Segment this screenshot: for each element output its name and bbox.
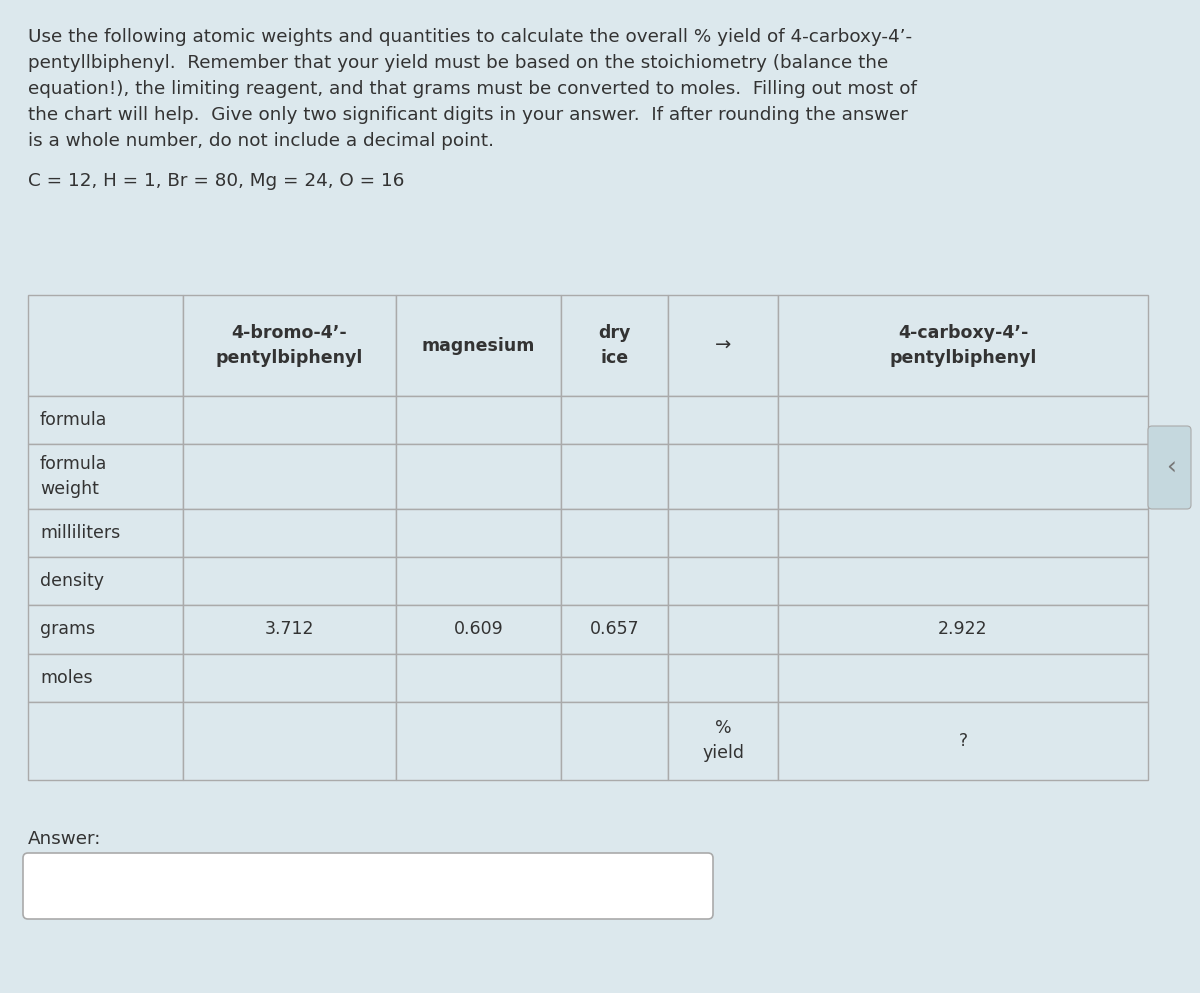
Bar xyxy=(560,295,668,396)
Text: magnesium: magnesium xyxy=(421,337,535,355)
Bar xyxy=(182,396,396,445)
Text: formula
weight: formula weight xyxy=(40,455,107,498)
Text: 0.657: 0.657 xyxy=(589,621,640,638)
Text: the chart will help.  Give only two significant digits in your answer.  If after: the chart will help. Give only two signi… xyxy=(28,106,908,124)
Bar xyxy=(182,508,396,557)
Bar xyxy=(28,396,182,445)
Text: ?: ? xyxy=(959,732,967,750)
Bar xyxy=(778,445,1148,508)
Bar xyxy=(668,702,778,780)
Text: moles: moles xyxy=(40,668,92,687)
Bar xyxy=(396,508,560,557)
Bar xyxy=(28,557,182,606)
Bar xyxy=(668,508,778,557)
Bar xyxy=(396,557,560,606)
Bar xyxy=(28,295,182,396)
Bar xyxy=(560,606,668,653)
Text: milliliters: milliliters xyxy=(40,524,120,542)
Bar xyxy=(668,445,778,508)
Bar xyxy=(560,653,668,702)
Text: ‹: ‹ xyxy=(1166,456,1176,480)
Text: formula: formula xyxy=(40,411,107,429)
Bar xyxy=(560,702,668,780)
Text: dry
ice: dry ice xyxy=(599,324,631,367)
Bar xyxy=(560,445,668,508)
Text: %
yield: % yield xyxy=(702,719,744,763)
Text: density: density xyxy=(40,572,104,590)
Bar xyxy=(668,653,778,702)
Bar xyxy=(560,508,668,557)
FancyBboxPatch shape xyxy=(1148,426,1190,509)
Bar xyxy=(668,557,778,606)
FancyBboxPatch shape xyxy=(23,853,713,919)
Bar xyxy=(396,445,560,508)
Bar xyxy=(396,702,560,780)
Bar xyxy=(396,606,560,653)
Text: 3.712: 3.712 xyxy=(265,621,314,638)
Text: Answer:: Answer: xyxy=(28,830,101,848)
Bar xyxy=(182,606,396,653)
Bar xyxy=(778,606,1148,653)
Bar xyxy=(778,508,1148,557)
Bar xyxy=(28,606,182,653)
Bar xyxy=(778,396,1148,445)
Bar xyxy=(778,295,1148,396)
Bar xyxy=(182,702,396,780)
Bar xyxy=(396,295,560,396)
Bar xyxy=(668,396,778,445)
Text: C = 12, H = 1, Br = 80, Mg = 24, O = 16: C = 12, H = 1, Br = 80, Mg = 24, O = 16 xyxy=(28,172,404,190)
Text: →: → xyxy=(715,336,731,355)
Bar xyxy=(182,445,396,508)
Bar xyxy=(28,653,182,702)
Text: 4-bromo-4’-
pentylbiphenyl: 4-bromo-4’- pentylbiphenyl xyxy=(216,324,364,367)
Text: pentyllbiphenyl.  Remember that your yield must be based on the stoichiometry (b: pentyllbiphenyl. Remember that your yiel… xyxy=(28,54,888,72)
Bar xyxy=(668,606,778,653)
Bar xyxy=(778,702,1148,780)
Text: 4-carboxy-4’-
pentylbiphenyl: 4-carboxy-4’- pentylbiphenyl xyxy=(889,324,1037,367)
Bar xyxy=(668,295,778,396)
Bar xyxy=(28,508,182,557)
Bar xyxy=(28,702,182,780)
Bar xyxy=(182,557,396,606)
Bar xyxy=(778,557,1148,606)
Bar xyxy=(182,653,396,702)
Text: equation!), the limiting reagent, and that grams must be converted to moles.  Fi: equation!), the limiting reagent, and th… xyxy=(28,80,917,98)
Bar xyxy=(396,653,560,702)
Bar xyxy=(182,295,396,396)
Bar xyxy=(28,445,182,508)
Text: 2.922: 2.922 xyxy=(938,621,988,638)
Text: Use the following atomic weights and quantities to calculate the overall % yield: Use the following atomic weights and qua… xyxy=(28,28,912,46)
Bar xyxy=(560,396,668,445)
Bar xyxy=(560,557,668,606)
Text: grams: grams xyxy=(40,621,95,638)
Bar xyxy=(778,653,1148,702)
Text: 0.609: 0.609 xyxy=(454,621,503,638)
Bar xyxy=(396,396,560,445)
Text: is a whole number, do not include a decimal point.: is a whole number, do not include a deci… xyxy=(28,132,494,150)
